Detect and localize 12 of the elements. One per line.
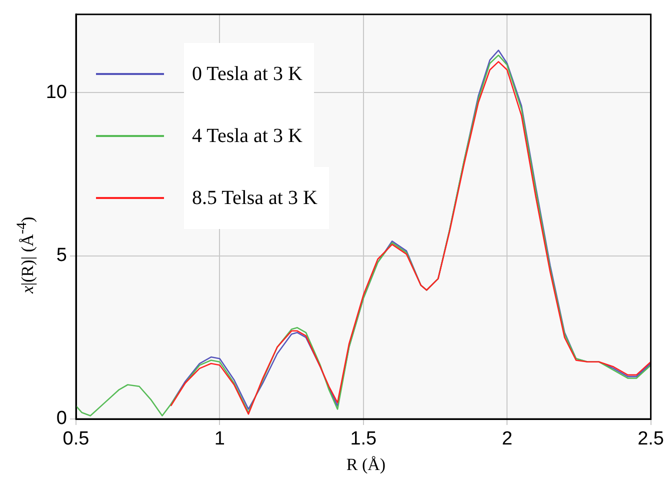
y-tick-label: 5 — [56, 245, 67, 266]
x-tick-label: 0.5 — [62, 428, 90, 450]
y-tick-label: 10 — [46, 82, 67, 103]
legend-label: 4 Tesla at 3 K — [184, 105, 314, 167]
x-tick-label: 2.5 — [638, 428, 664, 450]
legend-label: 8.5 Telsa at 3 K — [184, 167, 330, 229]
y-tick-label: 0 — [56, 408, 67, 430]
x-tick-label: 1 — [214, 428, 225, 450]
x-axis-title: R (Å) — [345, 455, 387, 475]
x-tick-label: 1.5 — [350, 428, 377, 450]
legend-label: 0 Tesla at 3 K — [184, 43, 314, 105]
x-tick-label: 2 — [502, 428, 512, 450]
